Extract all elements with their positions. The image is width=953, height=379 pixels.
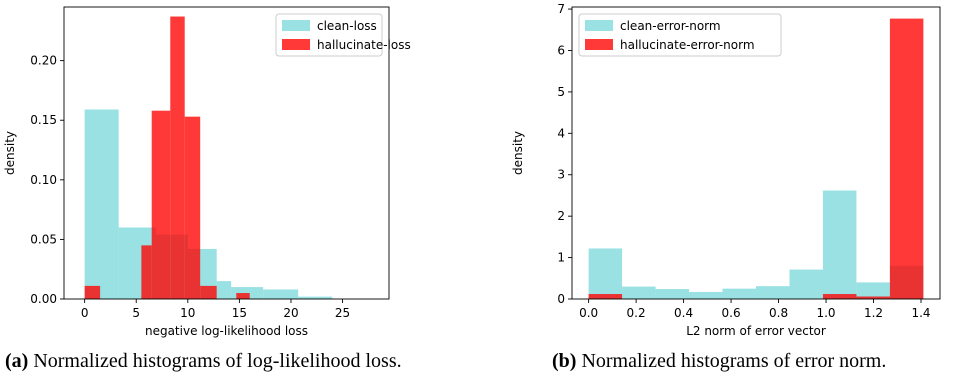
bar-clean-error-norm-4 — [723, 289, 756, 299]
caption-b-text: Normalized histograms of error norm. — [576, 350, 886, 372]
caption-a: (a) Normalized histograms of log-likelih… — [5, 350, 402, 373]
y-tick-label: 0.00 — [30, 292, 57, 306]
legend-swatch-clean-loss — [282, 20, 310, 31]
bar-hallucinate-loss-0 — [85, 286, 100, 299]
y-tick-label: 6 — [557, 43, 565, 57]
bar-hallucinate-loss-6 — [236, 293, 249, 299]
bar-clean-error-norm-6 — [789, 270, 822, 299]
x-tick-label: 15 — [232, 306, 247, 320]
legend-swatch-clean-error-norm — [585, 20, 613, 31]
legend-label-clean-loss: clean-loss — [317, 19, 377, 33]
bar-hallucinate-error-norm-1 — [823, 294, 856, 299]
legend-label-clean-error-norm: clean-error-norm — [620, 19, 721, 33]
bar-clean-error-norm-3 — [689, 292, 722, 299]
bar-clean-error-norm-2 — [656, 289, 689, 299]
y-tick-label: 0 — [557, 292, 565, 306]
y-tick-label: 2 — [557, 209, 565, 223]
legend: clean-loss hallucinate-loss — [276, 14, 411, 56]
x-tick-label: 10 — [180, 306, 195, 320]
bar-hallucinate-loss-4 — [185, 117, 200, 299]
x-tick-label: 1.0 — [816, 306, 835, 320]
bar-clean-loss-0 — [85, 110, 119, 300]
x-tick-label: 5 — [132, 306, 140, 320]
caption-b-label: (b) — [552, 350, 576, 372]
series-hallucinate-error-norm — [589, 19, 924, 299]
bar-clean-error-norm-7 — [823, 190, 856, 299]
x-tick-label: 20 — [283, 306, 298, 320]
x-tick-label: 0.4 — [674, 306, 693, 320]
x-tick-label: 1.2 — [864, 306, 883, 320]
bar-clean-error-norm-5 — [756, 286, 789, 299]
y-axis-label: density — [3, 131, 17, 175]
y-axis-label: density — [511, 131, 525, 175]
x-axis-label: negative log-likelihood loss — [145, 324, 308, 338]
bar-clean-loss-4 — [217, 281, 231, 299]
bar-clean-error-norm-1 — [622, 287, 655, 299]
x-tick-label: 0.2 — [627, 306, 646, 320]
y-tick-label: 7 — [557, 2, 565, 16]
x-tick-label: 0.8 — [769, 306, 788, 320]
chart-loss-histogram: 0 5 10 15 20 25 0.00 0.05 0.10 0.15 0.20 negative l… — [3, 7, 411, 338]
y-tick-label: 1 — [557, 251, 565, 265]
legend-label-hallucinate-loss: hallucinate-loss — [317, 38, 411, 52]
caption-a-label: (a) — [5, 350, 28, 372]
y-tick-label: 4 — [557, 126, 565, 140]
y-tick-label: 5 — [557, 85, 565, 99]
x-axis-label: L2 norm of error vector — [686, 324, 826, 338]
bar-hallucinate-loss-1 — [141, 245, 151, 299]
x-tick-label: 0 — [81, 306, 89, 320]
bar-clean-loss-6 — [263, 289, 298, 299]
bar-clean-error-norm-0 — [589, 248, 622, 299]
y-tick-label: 0.10 — [30, 173, 57, 187]
x-tick-label: 25 — [335, 306, 350, 320]
series-clean-error-norm — [589, 190, 924, 299]
bar-hallucinate-error-norm-3 — [890, 19, 923, 299]
x-tick-label: 1.4 — [911, 306, 930, 320]
caption-a-text: Normalized histograms of log-likelihood … — [28, 350, 401, 372]
bar-hallucinate-error-norm-0 — [589, 294, 622, 299]
bar-hallucinate-loss-3 — [170, 17, 184, 299]
bar-hallucinate-loss-2 — [152, 111, 171, 299]
caption-b: (b) Normalized histograms of error norm. — [552, 350, 886, 373]
x-tick-label: 0.0 — [579, 306, 598, 320]
legend: clean-error-norm hallucinate-error-norm — [579, 14, 781, 56]
series-clean-loss — [85, 110, 333, 300]
y-tick-label: 0.15 — [30, 113, 57, 127]
y-tick-label: 0.20 — [30, 54, 57, 68]
chart-error-norm-histogram: 0.0 0.2 0.4 0.6 0.8 1.0 1.2 1.4 0 1 2 3 4 5 6 7 L2 norm … — [511, 2, 940, 338]
bar-hallucinate-loss-5 — [200, 286, 217, 299]
y-tick-label: 0.05 — [30, 232, 57, 246]
y-tick-label: 3 — [557, 168, 565, 182]
legend-label-hallucinate-error-norm: hallucinate-error-norm — [620, 38, 755, 52]
legend-swatch-hallucinate-error-norm — [585, 39, 613, 50]
x-tick-label: 0.6 — [722, 306, 741, 320]
legend-swatch-hallucinate-loss — [282, 39, 310, 50]
